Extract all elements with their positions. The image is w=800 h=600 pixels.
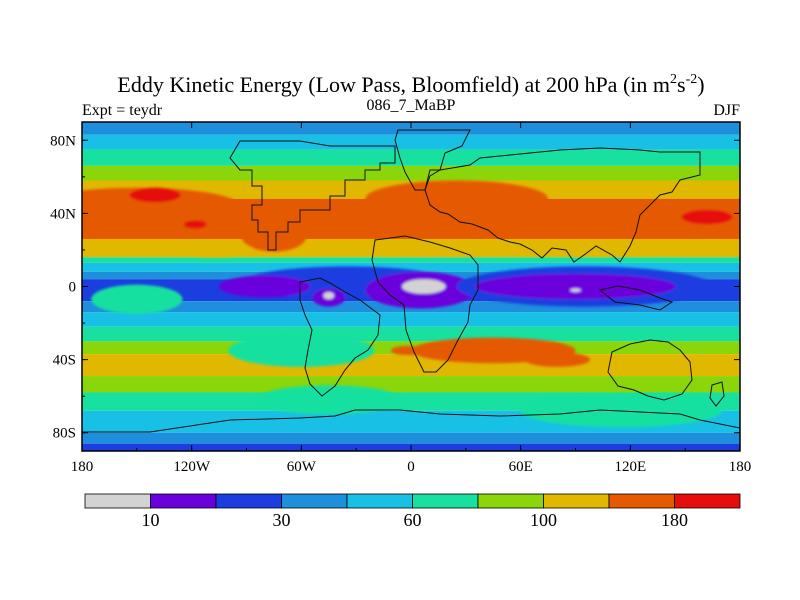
coastline-southeast-asia (598, 285, 674, 311)
x-tick-label: 0 (407, 459, 415, 475)
colorbar-box-6 (477, 493, 544, 509)
field-blob-13 (524, 352, 591, 367)
field-blob-4 (365, 180, 549, 218)
x-tick-label: 60E (509, 459, 533, 475)
coastline-new-zealand (709, 381, 725, 407)
zonal-band-3 (82, 165, 740, 181)
field-blob-23 (570, 288, 581, 292)
colorbar-box-7 (543, 493, 610, 509)
x-tick-label: 180 (729, 459, 752, 475)
y-tick-label: 80S (53, 426, 76, 442)
run-id-label: 086_7_MaBP (367, 97, 456, 114)
zonal-band-2 (82, 149, 740, 166)
colorbar: 10 30 60 100 180 (84, 493, 741, 530)
y-tick-label: 40S (53, 353, 76, 369)
x-tick-label: 120E (614, 459, 646, 475)
field-blob-20 (474, 273, 677, 300)
field-blob-5 (584, 200, 740, 234)
colorbar-box-0 (84, 493, 151, 509)
zonal-band-7 (82, 257, 740, 263)
y-tick-label: 0 (69, 280, 77, 296)
field-blob-8 (91, 284, 183, 314)
colorbar-label: 100 (530, 510, 557, 530)
field-blob-21 (401, 279, 446, 294)
chart-title: Eddy Kinetic Energy (Low Pass, Bloomfiel… (117, 72, 704, 97)
colorbar-box-5 (412, 493, 479, 509)
field-blob-9 (228, 334, 375, 367)
x-tick-label: 180 (71, 459, 94, 475)
coastline-greenland (394, 129, 471, 191)
coastline-australia (607, 339, 693, 401)
field-blob-14 (390, 345, 424, 356)
zonal-band-0 (82, 122, 740, 135)
x-tick-label: 60W (287, 459, 317, 475)
colorbar-box-9 (674, 493, 741, 509)
coastline-north-america (229, 140, 396, 251)
field-blob-10 (255, 385, 402, 415)
colorbar-box-2 (215, 493, 282, 509)
zonal-band-15 (82, 354, 740, 377)
field-blob-2 (184, 220, 207, 229)
zonal-band-13 (82, 326, 740, 342)
field-blob-7 (173, 242, 254, 258)
x-tick-label: 120W (173, 459, 211, 475)
field-blob-22 (323, 291, 335, 300)
colorbar-label: 10 (142, 510, 160, 530)
zonal-band-19 (82, 432, 740, 444)
colorbar-box-3 (281, 493, 348, 509)
season-label: DJF (713, 102, 740, 119)
field-blob-1 (129, 187, 181, 203)
colorbar-label: 30 (273, 510, 291, 530)
y-axis: 80N 40N 0 40S 80S (50, 133, 740, 442)
experiment-label: Expt = teydr (82, 102, 163, 119)
y-tick-label: 40N (50, 206, 76, 222)
zonal-band-12 (82, 312, 740, 327)
colorbar-box-1 (150, 493, 217, 509)
x-axis: 180 120W 60W 0 60E 120E 180 (71, 122, 752, 475)
continent-outlines (82, 129, 740, 433)
colorbar-box-4 (346, 493, 413, 509)
coastline-south-america (299, 277, 381, 397)
zonal-band-1 (82, 134, 740, 150)
zonal-band-8 (82, 262, 740, 272)
coastline-eurasia (424, 147, 701, 263)
zonal-band-16 (82, 376, 740, 393)
field-blob-3 (241, 218, 307, 252)
field-blob-6 (681, 209, 733, 225)
coastline-antarctica (82, 409, 740, 433)
heatmap-field (82, 122, 740, 451)
field-blob-16 (219, 275, 311, 298)
coastline-africa (371, 235, 479, 373)
colorbar-label: 60 (404, 510, 422, 530)
colorbar-box-8 (608, 493, 675, 509)
y-tick-label: 80N (50, 133, 76, 149)
colorbar-label: 180 (661, 510, 688, 530)
field-blob-0 (82, 187, 238, 221)
